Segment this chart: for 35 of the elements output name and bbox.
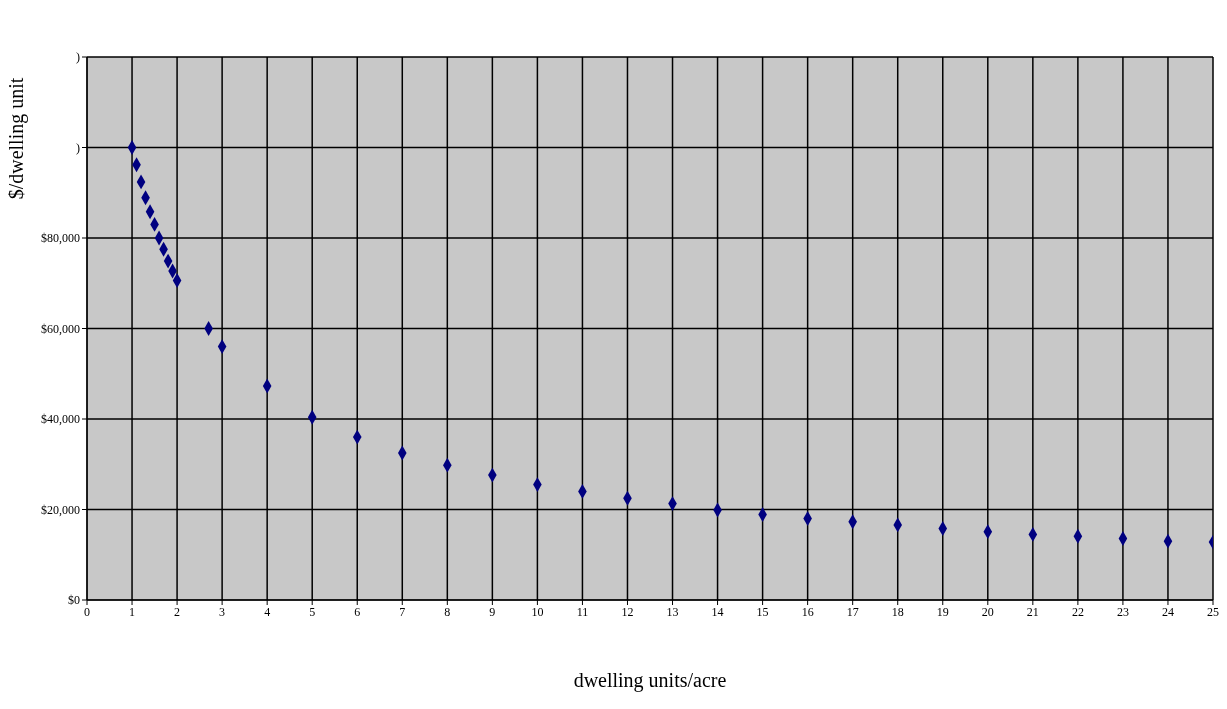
x-tick-label: 22 [1071, 604, 1084, 619]
x-tick-label: 0 [84, 604, 90, 619]
y-tick-label: $60,000 [41, 321, 80, 336]
x-tick-label: 3 [219, 604, 226, 619]
y-tick-label: $40,000 [41, 412, 80, 427]
x-tick-label: 9 [489, 604, 496, 619]
x-tick-label: 20 [981, 604, 994, 619]
x-tick-label: 21 [1026, 604, 1039, 619]
x-tick-label: 6 [354, 604, 361, 619]
y-axis-title: $/dwelling unit [5, 77, 29, 200]
x-tick-label: 8 [444, 604, 451, 619]
x-tick-label: 15 [756, 604, 769, 619]
y-tick-label: ) [76, 50, 80, 65]
x-tick-label: 24 [1161, 604, 1174, 619]
y-tick-label: $0 [68, 593, 80, 608]
x-axis-title: dwelling units/acre [573, 669, 727, 692]
x-tick-label: 25 [1207, 604, 1219, 619]
x-tick-label: 5 [309, 604, 316, 619]
x-tick-label: 10 [531, 604, 544, 619]
y-tick-label: $80,000 [41, 231, 80, 246]
x-tick-label: 14 [711, 604, 724, 619]
x-tick-label: 19 [936, 604, 949, 619]
x-tick-label: 11 [576, 604, 589, 619]
x-tick-label: 7 [399, 604, 406, 619]
x-tick-label: 13 [666, 604, 679, 619]
x-tick-label: 4 [264, 604, 271, 619]
x-tick-label: 2 [174, 604, 181, 619]
x-tick-label: 18 [891, 604, 904, 619]
x-tick-label: 23 [1116, 604, 1129, 619]
x-tick-label: 16 [801, 604, 814, 619]
x-tick-label: 17 [846, 604, 859, 619]
y-tick-label: ) [76, 140, 80, 155]
y-tick-label: $20,000 [41, 502, 80, 517]
x-tick-label: 12 [621, 604, 634, 619]
x-tick-label: 1 [129, 604, 136, 619]
